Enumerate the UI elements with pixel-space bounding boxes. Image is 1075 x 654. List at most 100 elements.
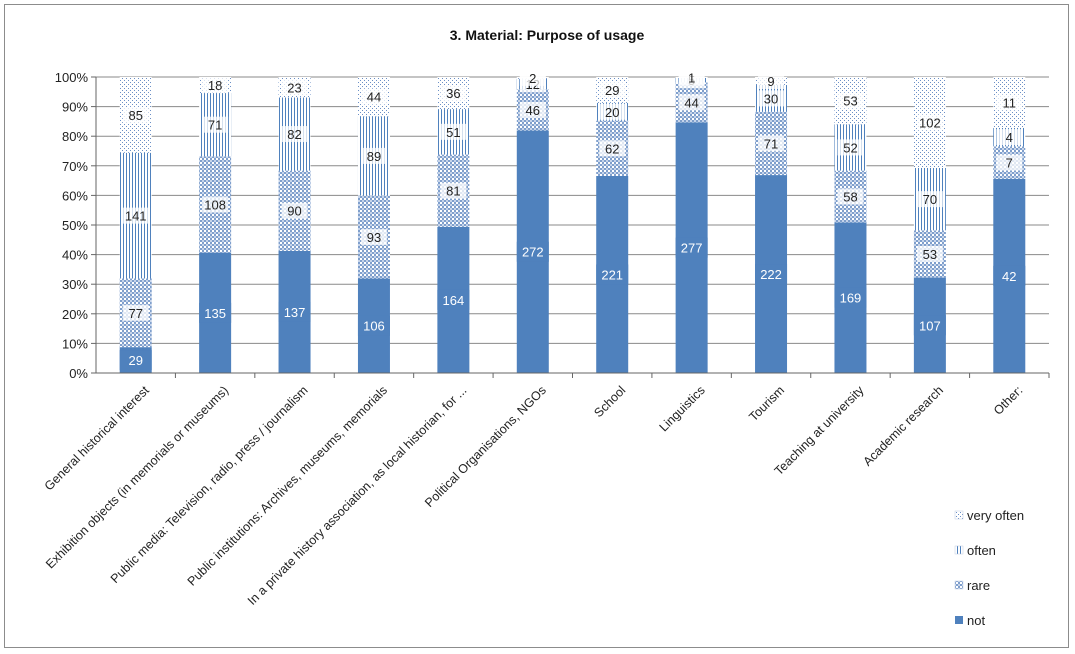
data-label: 221 — [601, 267, 623, 282]
legend-swatch — [955, 616, 963, 624]
data-label-bg — [360, 147, 387, 164]
data-label: 70 — [923, 192, 937, 207]
data-label-bg — [440, 123, 467, 140]
data-label: 9 — [767, 74, 774, 89]
y-tick-label: 100% — [55, 70, 89, 85]
y-tick-label: 80% — [62, 129, 88, 144]
legend-label: often — [967, 543, 996, 558]
y-tick-label: 70% — [62, 159, 88, 174]
data-label-bg — [281, 79, 308, 96]
x-category-label: Tourism — [746, 383, 787, 424]
y-tick-label: 20% — [62, 307, 88, 322]
data-label-bg — [758, 90, 785, 107]
data-label-bg — [281, 126, 308, 143]
data-label: 53 — [843, 94, 857, 109]
data-label-bg — [678, 94, 705, 111]
data-label-bg — [281, 202, 308, 219]
data-label: 89 — [367, 149, 381, 164]
x-category-label: Other: — [991, 383, 1025, 417]
data-label: 36 — [446, 86, 460, 101]
data-label: 7 — [1006, 156, 1013, 171]
data-label: 164 — [443, 293, 465, 308]
data-label: 29 — [128, 353, 142, 368]
data-label-bg — [202, 196, 229, 213]
data-label: 53 — [923, 247, 937, 262]
y-tick-label: 40% — [62, 248, 88, 263]
x-category-label: Teaching at university — [772, 383, 867, 478]
data-label: 85 — [128, 108, 142, 123]
data-label: 58 — [843, 189, 857, 204]
data-label-bg — [202, 77, 229, 94]
data-label-bg — [996, 129, 1023, 146]
data-label: 23 — [287, 80, 301, 95]
data-label-bg — [440, 182, 467, 199]
data-label: 46 — [526, 103, 540, 118]
data-label-bg — [519, 101, 546, 118]
data-label: 141 — [125, 209, 147, 224]
data-label: 1 — [688, 70, 695, 85]
data-label-bg — [599, 140, 626, 157]
data-label: 52 — [843, 140, 857, 155]
data-label: 44 — [367, 90, 381, 105]
data-label: 107 — [919, 318, 941, 333]
data-label-bg — [360, 229, 387, 246]
y-tick-label: 60% — [62, 188, 88, 203]
data-label-box — [596, 264, 629, 285]
data-label: 108 — [204, 197, 226, 212]
data-label-box — [437, 289, 470, 310]
data-label-box — [199, 302, 232, 323]
data-label-box — [675, 237, 708, 258]
data-label: 62 — [605, 141, 619, 156]
legend-label: rare — [967, 578, 990, 593]
data-label-bg — [599, 81, 626, 98]
data-label-bg — [916, 191, 943, 208]
data-label-bg — [122, 106, 149, 123]
data-label: 11 — [1003, 95, 1017, 110]
data-label: 272 — [522, 245, 544, 260]
data-label-box — [357, 315, 390, 336]
data-label-bg — [758, 73, 785, 90]
data-label-bg — [122, 207, 149, 224]
data-label-box — [516, 241, 549, 262]
data-label-bg — [916, 114, 943, 131]
data-label: 30 — [764, 91, 778, 106]
data-label-bg — [599, 103, 626, 120]
y-tick-label: 90% — [62, 100, 88, 115]
data-label: 2 — [529, 71, 536, 86]
data-label: 20 — [605, 105, 619, 120]
data-label-box — [119, 350, 152, 371]
x-category-label: Exhibition objects (in memorials or muse… — [43, 383, 231, 571]
legend-swatch — [954, 580, 964, 590]
data-label: 169 — [840, 291, 862, 306]
y-tick-label: 0% — [69, 366, 88, 381]
data-label: 77 — [128, 306, 142, 321]
data-label-box — [993, 265, 1026, 286]
data-label: 222 — [760, 267, 782, 282]
y-tick-label: 30% — [62, 277, 88, 292]
data-label-box — [278, 301, 311, 322]
data-label: 135 — [204, 306, 226, 321]
data-label-bg — [440, 85, 467, 102]
data-label: 277 — [681, 241, 703, 256]
chart-title: 3. Material: Purpose of usage — [450, 27, 645, 43]
y-tick-label: 50% — [62, 218, 88, 233]
data-label-bg — [758, 135, 785, 152]
data-label-bg — [916, 245, 943, 262]
data-label: 51 — [446, 125, 460, 140]
data-label-bg — [837, 139, 864, 156]
legend-swatch — [954, 545, 964, 555]
x-category-label: School — [591, 383, 628, 420]
data-label: 90 — [287, 204, 301, 219]
data-label-bg — [360, 88, 387, 105]
data-label-bg — [996, 94, 1023, 111]
data-label: 29 — [605, 83, 619, 98]
data-label-box — [913, 315, 946, 336]
data-label: 137 — [284, 305, 306, 320]
data-label: 102 — [919, 115, 941, 130]
y-tick-label: 10% — [62, 336, 88, 351]
data-label: 4 — [1006, 130, 1013, 145]
data-label-box — [834, 287, 867, 308]
data-label: 42 — [1002, 269, 1016, 284]
data-label: 71 — [208, 118, 222, 133]
